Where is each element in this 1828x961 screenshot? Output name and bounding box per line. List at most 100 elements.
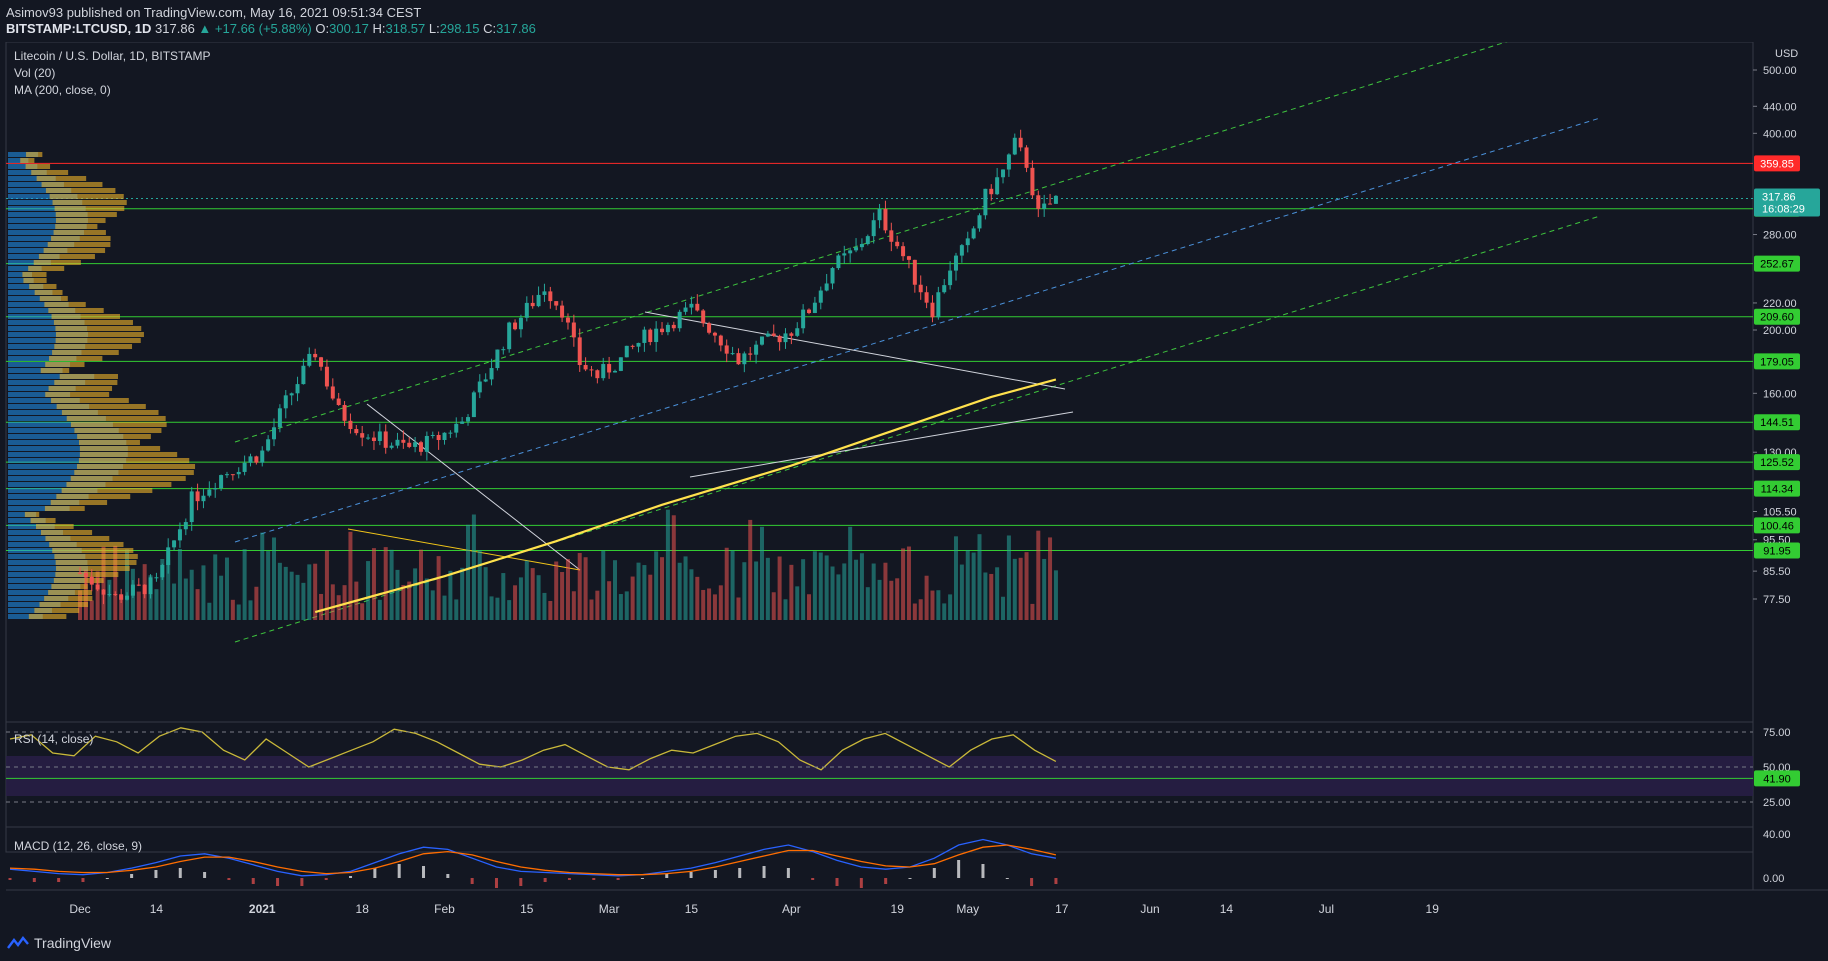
profile-bar-buy xyxy=(8,572,87,577)
macd-hist-bar xyxy=(665,874,669,878)
volume-bar xyxy=(671,515,676,620)
volume-bar xyxy=(119,595,124,620)
volume-bar xyxy=(248,600,253,620)
profile-bar-buy xyxy=(8,206,86,211)
volume-bar xyxy=(418,549,423,620)
candle-body xyxy=(1024,147,1029,168)
profile-bar-sell xyxy=(53,320,133,325)
macd-hist-bar xyxy=(397,864,401,878)
candle-body xyxy=(442,432,447,441)
volume-bar xyxy=(495,597,500,620)
candle-body xyxy=(665,324,670,333)
macd-hist-bar xyxy=(519,878,523,886)
volume-bar xyxy=(1006,535,1011,620)
volume-bar xyxy=(889,580,894,620)
volume-bar xyxy=(283,566,288,620)
volume-bar xyxy=(601,550,606,620)
legend-rsi: RSI (14, close) xyxy=(14,732,93,746)
candle-body xyxy=(119,594,124,600)
volume-bar xyxy=(677,562,682,620)
profile-bar-buy xyxy=(8,422,113,427)
candle-body xyxy=(842,253,847,256)
candle-body xyxy=(777,335,782,343)
volume-bar xyxy=(830,566,835,620)
time-tick-label: Feb xyxy=(434,902,455,916)
price-change: ▲ +17.66 (+5.88%) xyxy=(198,21,312,36)
time-tick-label: 19 xyxy=(1426,902,1440,916)
price-axis[interactable]: 500.00 440.00 400.00 280.00 220.00 200.00 160.… xyxy=(1753,65,1797,606)
candle-body xyxy=(495,349,500,369)
candle-body xyxy=(207,489,212,496)
profile-bar-buy xyxy=(8,230,84,235)
volume-bar xyxy=(113,545,118,620)
candle-body xyxy=(648,329,653,343)
macd-hist-bar xyxy=(300,878,304,886)
candle-body xyxy=(448,432,453,434)
volume-bar xyxy=(530,568,535,620)
candle-body xyxy=(95,584,100,590)
candle-body xyxy=(607,364,612,373)
profile-bar-sell xyxy=(61,488,153,493)
profile-bar-buy xyxy=(8,242,75,247)
candle-body xyxy=(248,456,253,463)
chart-canvas[interactable]: 500.00 440.00 400.00 280.00 220.00 200.00 160.… xyxy=(0,42,1828,930)
volume-bar xyxy=(448,570,453,620)
price-tick-label: 440.00 xyxy=(1763,101,1797,113)
volume-bar xyxy=(989,573,994,620)
profile-bar-sell xyxy=(70,422,167,427)
candle-body xyxy=(424,435,429,452)
candle-body xyxy=(901,246,906,257)
profile-bar-sell xyxy=(56,404,146,409)
volume-bar xyxy=(430,590,435,620)
profile-bar-sell xyxy=(45,536,110,541)
profile-bar-sell xyxy=(78,440,140,445)
macd-hist-bar xyxy=(567,878,571,880)
candle-body xyxy=(718,335,723,346)
volume-bar xyxy=(983,572,988,620)
candle-body xyxy=(407,442,412,447)
candle-body xyxy=(613,370,617,373)
candle-body xyxy=(754,344,759,355)
currency-label: USD xyxy=(1775,48,1798,60)
profile-bar-sell xyxy=(51,398,129,403)
profile-bar-buy xyxy=(8,488,98,493)
candle-body xyxy=(101,589,106,595)
volume-bar xyxy=(854,559,859,620)
profile-bar-buy xyxy=(8,596,69,601)
macd-histogram xyxy=(8,860,1058,888)
candle-body xyxy=(871,220,876,237)
volume-bar xyxy=(565,559,570,620)
candle-body xyxy=(89,576,94,585)
candle-body xyxy=(201,495,206,502)
macd-hist-bar xyxy=(422,866,426,878)
last-price: 317.86 xyxy=(155,21,195,36)
candle-body xyxy=(736,353,741,365)
candle-body xyxy=(283,395,288,409)
profile-bar-sell xyxy=(54,206,125,211)
volume-bar xyxy=(930,590,935,620)
candle-body xyxy=(230,474,235,476)
candle-body xyxy=(618,357,623,371)
volume-bar xyxy=(518,577,523,620)
profile-bar-buy xyxy=(8,218,88,223)
candlesticks xyxy=(78,129,1058,605)
volume-bar xyxy=(366,561,371,620)
profile-bar-sell xyxy=(51,584,88,589)
candle-body xyxy=(742,353,747,365)
profile-bar-sell xyxy=(79,446,161,451)
volume-bar xyxy=(295,574,300,620)
price-tick-label: 105.50 xyxy=(1763,506,1797,518)
profile-bar-sell xyxy=(52,350,119,355)
macd-hist-bar xyxy=(713,870,717,878)
time-tick-label: 14 xyxy=(150,902,164,916)
high-value: 318.57 xyxy=(385,21,426,36)
candle-body xyxy=(266,439,271,451)
macd-hist-bar xyxy=(981,864,985,878)
profile-bar-sell xyxy=(49,194,124,199)
volume-bar xyxy=(1018,557,1023,620)
time-axis[interactable]: Dec 14 2021 18 Feb 15 Mar 15 Apr 19 May 17 Jun 14 Jul 1… xyxy=(69,902,1439,916)
candle-body xyxy=(818,290,823,303)
profile-bar-sell xyxy=(45,392,110,397)
profile-bar-sell xyxy=(54,344,133,349)
profile-bar-sell xyxy=(39,602,89,607)
